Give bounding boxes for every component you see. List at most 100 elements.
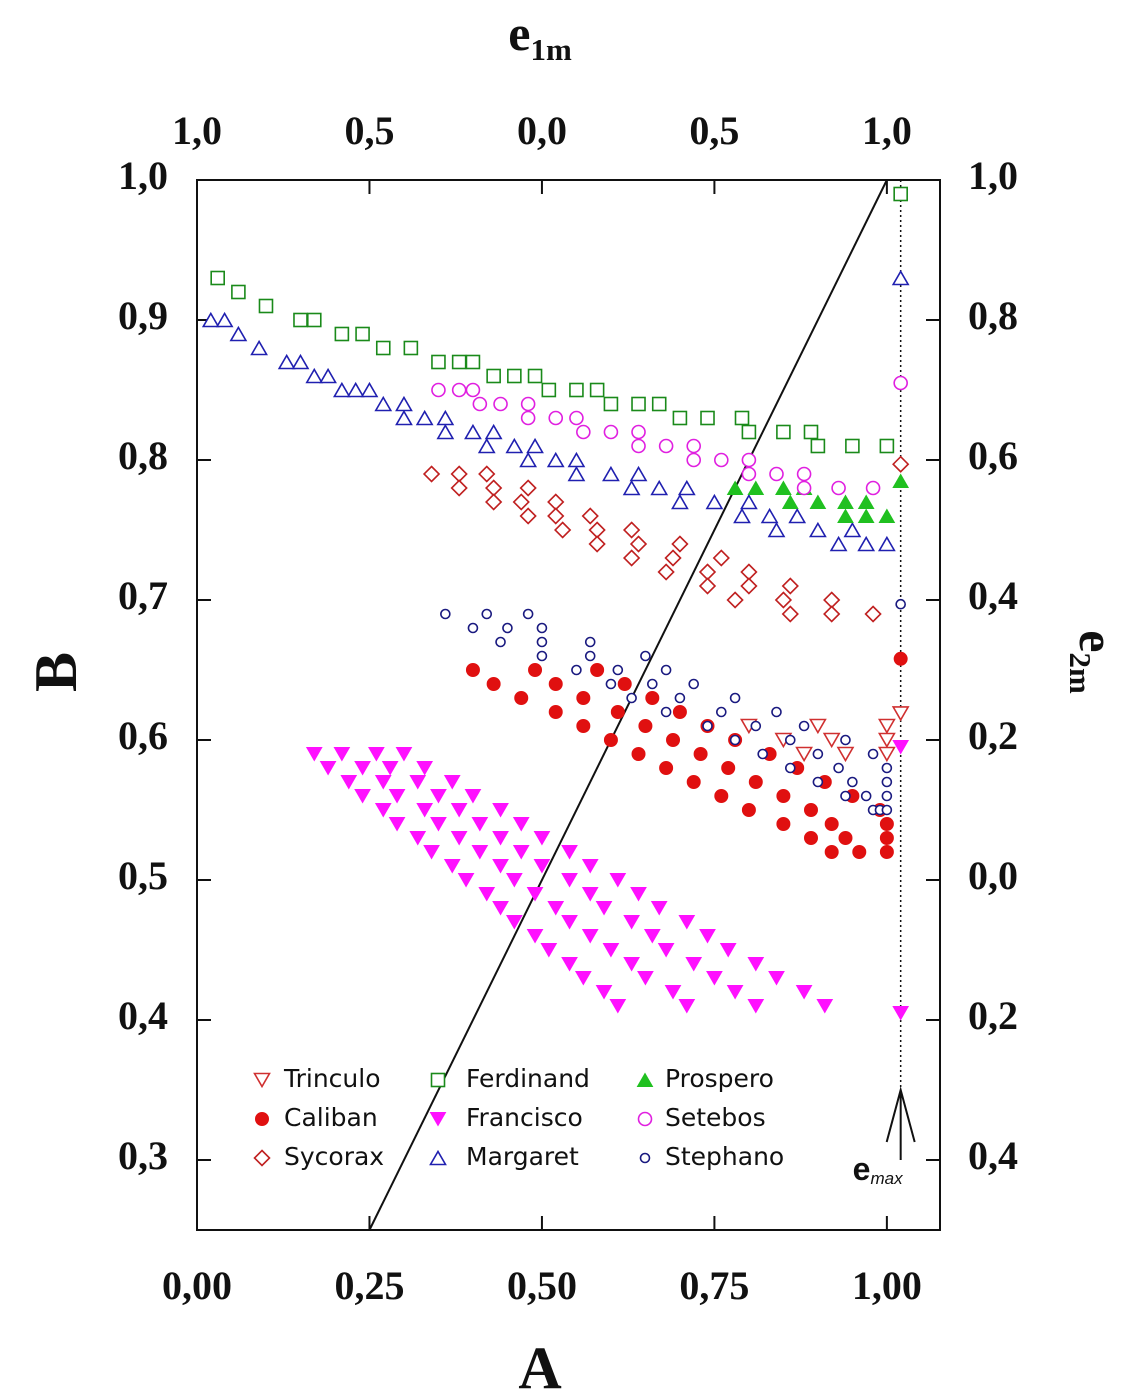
point <box>740 493 758 510</box>
point <box>374 775 392 790</box>
point <box>567 451 586 468</box>
point <box>354 761 371 776</box>
point <box>733 507 751 524</box>
point <box>492 859 509 874</box>
point <box>451 354 467 370</box>
point <box>686 452 702 468</box>
point <box>471 817 489 832</box>
point <box>840 790 851 802</box>
point <box>865 480 881 496</box>
point <box>481 608 493 620</box>
point <box>610 705 625 719</box>
point <box>484 423 503 440</box>
point <box>374 803 392 818</box>
point <box>686 438 702 454</box>
point <box>622 479 641 496</box>
point <box>505 437 524 454</box>
point <box>650 479 669 496</box>
point <box>812 776 824 788</box>
point <box>698 563 717 581</box>
point <box>431 354 446 370</box>
point <box>768 971 785 986</box>
point <box>626 692 637 704</box>
point <box>472 396 488 412</box>
point <box>776 424 791 440</box>
point <box>741 424 757 440</box>
emax-arrow <box>885 1086 916 1160</box>
point <box>581 887 599 902</box>
point <box>623 957 640 972</box>
series <box>431 375 908 496</box>
point <box>892 473 910 488</box>
point <box>536 650 548 662</box>
point <box>215 311 234 328</box>
point <box>740 577 758 595</box>
point <box>522 608 534 620</box>
y-tick-label: 0,8 <box>118 433 168 478</box>
point <box>605 678 617 690</box>
point <box>812 748 824 760</box>
point <box>623 915 640 930</box>
point <box>395 409 413 426</box>
point <box>502 622 513 634</box>
point <box>527 368 543 384</box>
x2-tick-label: 1,0 <box>172 108 222 153</box>
point <box>536 636 548 648</box>
point <box>492 803 509 818</box>
point <box>520 410 536 426</box>
point <box>548 705 563 719</box>
point <box>436 409 455 426</box>
point <box>450 831 468 846</box>
point <box>734 410 750 426</box>
point <box>674 692 686 704</box>
point <box>554 521 572 539</box>
point <box>431 382 446 398</box>
point <box>809 521 827 538</box>
x2-tick-label: 0,0 <box>517 108 567 153</box>
point <box>796 466 812 482</box>
point <box>740 563 758 581</box>
point <box>581 859 599 874</box>
legend-label: Setebos <box>665 1103 766 1132</box>
point <box>672 410 688 426</box>
point <box>895 598 906 610</box>
point <box>561 873 578 888</box>
point <box>840 734 851 746</box>
point <box>415 409 434 426</box>
point <box>569 410 584 426</box>
point <box>505 873 523 888</box>
point <box>852 845 867 859</box>
point <box>561 845 578 860</box>
point <box>595 901 613 916</box>
point <box>277 353 296 370</box>
point <box>526 929 544 944</box>
point <box>519 479 537 497</box>
point <box>450 465 468 483</box>
point <box>714 452 729 468</box>
point <box>760 507 779 524</box>
y-tick-label: 0,3 <box>118 1133 168 1178</box>
point <box>879 817 894 831</box>
diagonal-line <box>368 179 888 1231</box>
point <box>409 831 427 846</box>
x2-axis-label-main: e <box>508 5 530 61</box>
y-axis-label: B <box>23 652 89 692</box>
point <box>664 549 682 567</box>
point <box>528 663 543 677</box>
point <box>395 395 413 412</box>
point <box>374 395 393 412</box>
point <box>291 353 310 370</box>
point <box>493 396 508 412</box>
point <box>548 677 563 691</box>
point <box>388 789 406 804</box>
point <box>686 775 701 789</box>
legend-label: Prospero <box>665 1064 774 1093</box>
point <box>803 803 818 817</box>
point <box>430 789 447 804</box>
point <box>409 775 427 790</box>
legend-marker <box>636 1072 654 1087</box>
point <box>879 831 894 845</box>
point <box>492 831 509 846</box>
point <box>305 367 324 384</box>
point <box>824 817 839 831</box>
